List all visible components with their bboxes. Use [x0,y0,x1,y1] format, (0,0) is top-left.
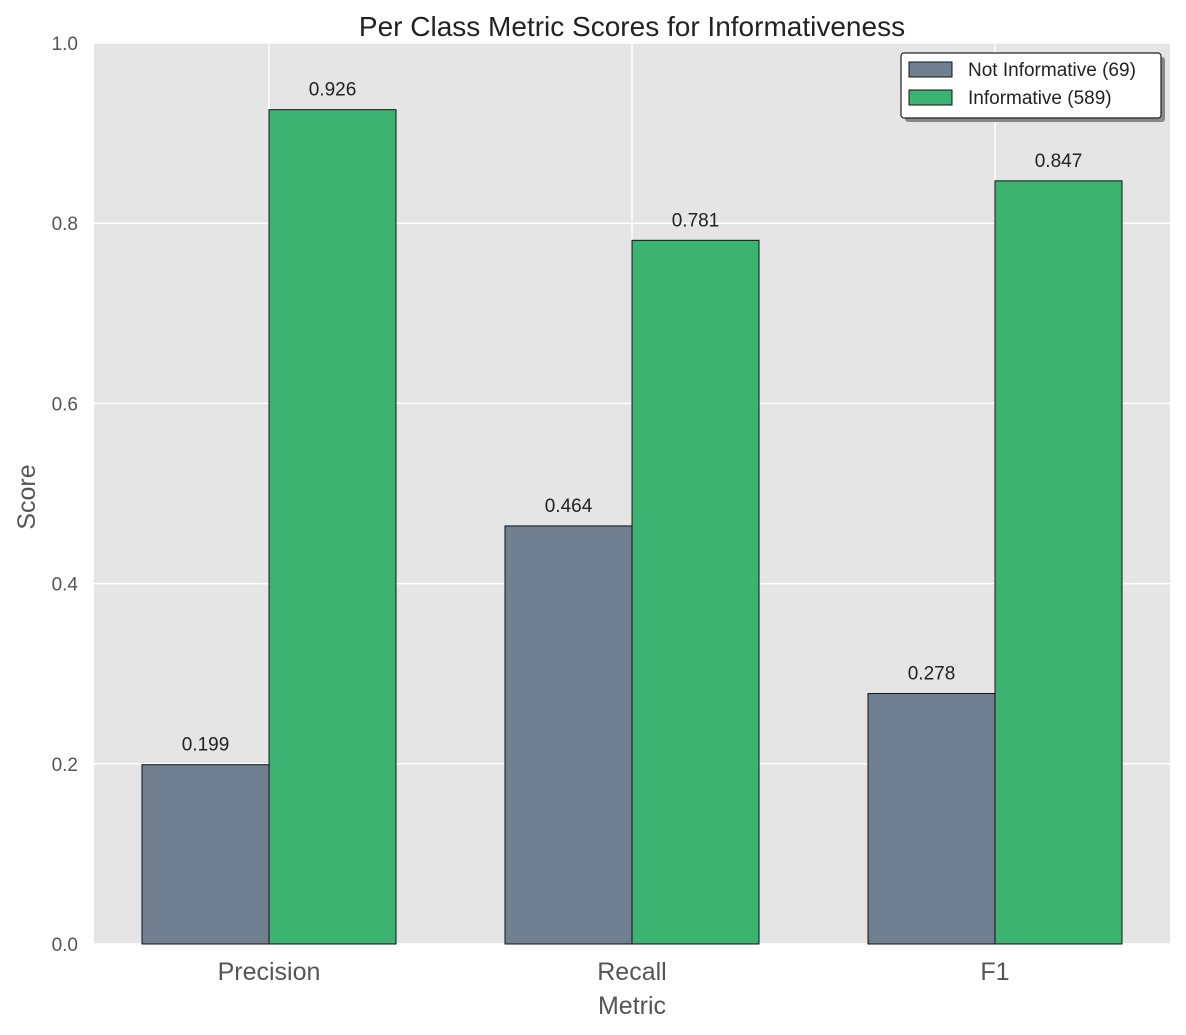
y-tick-label: 1.0 [52,34,78,55]
bar-not-informative-recall [504,525,633,945]
y-tick-label: 0.0 [52,935,78,956]
bar-informative-recall [631,239,760,945]
chart-title: Per Class Metric Scores for Informativen… [359,11,905,42]
y-axis-ticks: 0.0 0.2 0.4 0.6 0.8 1.0 [52,34,79,956]
legend-swatch [908,61,953,78]
legend-label: Informative (589) [968,88,1112,109]
legend-label: Not Informative (69) [968,60,1136,81]
legend: Not Informative (69) Informative (589) [900,52,1165,122]
bar-value-label: 0.781 [672,210,720,231]
x-axis-ticks: Precision Recall F1 [218,958,1010,986]
bars [141,109,1123,945]
y-tick-label: 0.8 [52,214,78,235]
y-tick-label: 0.2 [52,755,78,776]
y-tick-label: 0.4 [52,575,79,596]
legend-swatch [908,89,953,106]
legend-box [900,52,1162,119]
x-axis-label: Metric [598,992,666,1020]
bar-value-label: 0.926 [309,80,357,101]
bar-value-label: 0.199 [182,735,230,756]
y-tick-label: 0.6 [52,394,78,415]
bar-not-informative-precision [141,764,270,945]
bar-informative-f1 [994,180,1123,945]
x-tick-label: Precision [218,958,321,986]
x-tick-label: F1 [980,958,1009,986]
bar-value-label: 0.847 [1035,151,1083,172]
bar-not-informative-f1 [867,693,996,945]
x-tick-label: Recall [597,958,666,986]
bar-value-labels: 0.199 0.464 0.278 0.926 0.781 0.847 [182,80,1083,756]
bar-value-label: 0.278 [908,664,956,685]
bar-value-label: 0.464 [545,496,593,517]
y-axis-label: Score [13,464,41,529]
bar-informative-precision [268,109,397,945]
